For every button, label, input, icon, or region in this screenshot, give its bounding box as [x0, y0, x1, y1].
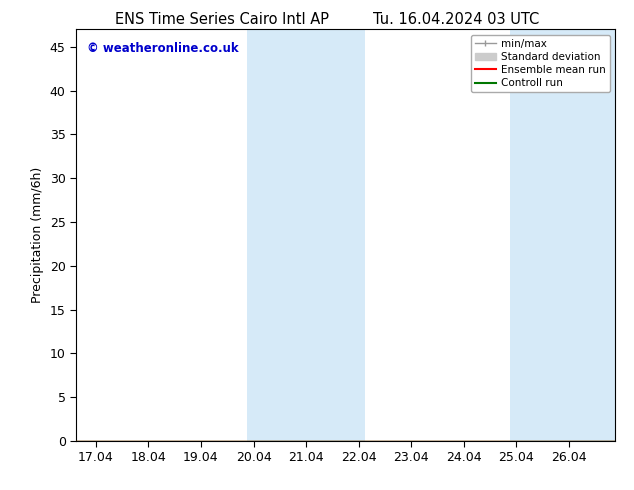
Legend: min/max, Standard deviation, Ensemble mean run, Controll run: min/max, Standard deviation, Ensemble me… [470, 35, 610, 92]
Y-axis label: Precipitation (mm/6h): Precipitation (mm/6h) [31, 167, 44, 303]
Text: © weatheronline.co.uk: © weatheronline.co.uk [87, 42, 238, 55]
Bar [510, 29, 615, 441]
Text: ENS Time Series Cairo Intl AP: ENS Time Series Cairo Intl AP [115, 12, 329, 27]
Bar [247, 29, 365, 441]
Text: Tu. 16.04.2024 03 UTC: Tu. 16.04.2024 03 UTC [373, 12, 540, 27]
